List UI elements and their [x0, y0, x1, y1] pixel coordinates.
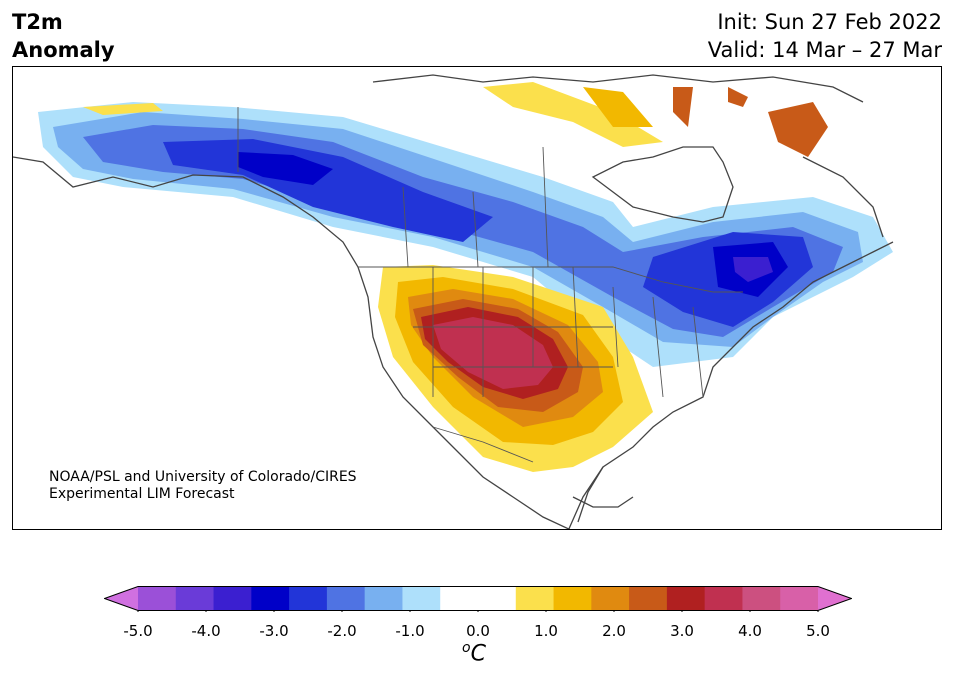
- title-line-1: T2m: [12, 10, 63, 34]
- map-canvas: [13, 74, 894, 529]
- colorbar-outline: [104, 586, 852, 611]
- colorbar-cell: [704, 586, 743, 611]
- colorbar-cell: [440, 586, 479, 611]
- colorbar-tick-label: 4.0: [738, 622, 762, 640]
- colorbar-tick-label: 0.0: [466, 622, 490, 640]
- colorbar-tick-label: -3.0: [259, 622, 289, 640]
- colorbar-cell: [326, 586, 366, 611]
- valid-range: Valid: 14 Mar – 27 Mar: [707, 38, 942, 62]
- colorbar-cell: [629, 586, 668, 611]
- colorbar-tick-label: -4.0: [191, 622, 221, 640]
- colorbar-cell: [289, 586, 328, 611]
- colorbar: [104, 586, 852, 612]
- colorbar-cell: [175, 586, 215, 611]
- colorbar-cell: [138, 586, 177, 611]
- colorbar-cell: [213, 586, 252, 611]
- warm-anomaly-north-5: [728, 87, 748, 107]
- map-title: T2m Anomaly: [12, 8, 115, 64]
- colorbar-cell: [666, 586, 706, 611]
- colorbar-cell: [742, 586, 781, 611]
- colorbar-tick-label: -1.0: [395, 622, 425, 640]
- colorbar-tick-label: 1.0: [534, 622, 558, 640]
- unit-superscript: o: [462, 640, 471, 656]
- colorbar-tick-label: -2.0: [327, 622, 357, 640]
- warm-anomaly-north-2: [583, 87, 653, 127]
- cold-anomaly-strong: [238, 152, 333, 185]
- warm-anomaly-north-4: [673, 87, 693, 127]
- warm-anomaly-extreme: [433, 317, 553, 389]
- credit-line-1: NOAA/PSL and University of Colorado/CIRE…: [49, 469, 357, 485]
- colorbar-cell: [251, 586, 290, 611]
- colorbar-tick-label: -5.0: [123, 622, 153, 640]
- forecast-dates: Init: Sun 27 Feb 2022 Valid: 14 Mar – 27…: [708, 8, 942, 64]
- colorbar-cell: [780, 586, 819, 611]
- colorbar-cell: [553, 586, 592, 611]
- credit-text: NOAA/PSL and University of Colorado/CIRE…: [49, 469, 357, 503]
- colorbar-cell: [515, 586, 555, 611]
- warm-anomaly-north-1: [483, 82, 663, 147]
- title-line-2: Anomaly: [12, 38, 115, 62]
- init-date: Init: Sun 27 Feb 2022: [717, 10, 942, 34]
- colorbar-cell: [402, 586, 441, 611]
- cold-anomaly-east-peak: [733, 257, 773, 282]
- colorbar-cell: [478, 586, 517, 611]
- colorbar-tick-label: 3.0: [670, 622, 694, 640]
- colorbar-extend-low: [104, 586, 138, 611]
- colorbar-unit: oC: [462, 640, 486, 666]
- credit-line-2: Experimental LIM Forecast: [49, 486, 235, 502]
- colorbar-extend-high: [818, 586, 852, 611]
- political-borders: [237, 107, 743, 463]
- colorbar-cell: [364, 586, 403, 611]
- colorbar-cell: [591, 586, 630, 611]
- colorbar-tick-label: 2.0: [602, 622, 626, 640]
- unit-letter: C: [470, 641, 486, 667]
- anomaly-map: [12, 66, 942, 530]
- warm-anomaly-north-3: [768, 102, 828, 157]
- colorbar-tick-label: 5.0: [806, 622, 830, 640]
- warm-anomaly-alaska: [83, 103, 163, 115]
